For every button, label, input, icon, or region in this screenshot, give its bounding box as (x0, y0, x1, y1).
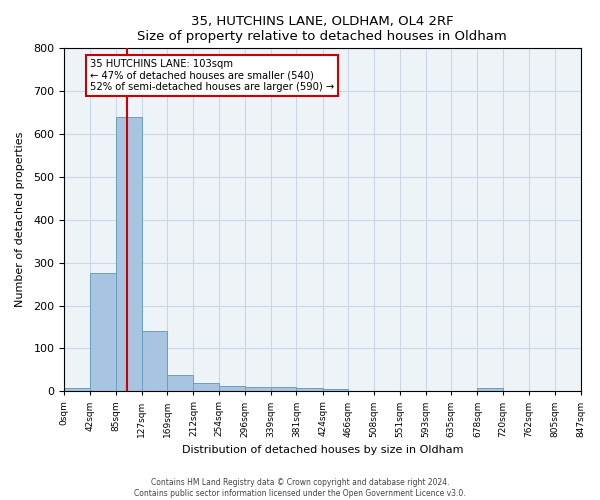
Bar (167, 376, 193, 392)
Bar (142, 332, 167, 392)
Y-axis label: Number of detached properties: Number of detached properties (15, 132, 25, 308)
Text: Contains HM Land Registry data © Crown copyright and database right 2024.
Contai: Contains HM Land Registry data © Crown c… (134, 478, 466, 498)
Bar (116, 117, 142, 392)
Bar (478, 388, 503, 392)
Bar (271, 387, 296, 392)
X-axis label: Distribution of detached houses by size in Oldham: Distribution of detached houses by size … (182, 445, 463, 455)
Bar (323, 389, 348, 392)
Bar (219, 386, 245, 392)
Title: 35, HUTCHINS LANE, OLDHAM, OL4 2RF
Size of property relative to detached houses : 35, HUTCHINS LANE, OLDHAM, OL4 2RF Size … (137, 15, 507, 43)
Bar (90, 274, 116, 392)
Bar (64, 388, 90, 392)
Bar (245, 387, 271, 392)
Bar (193, 382, 219, 392)
Text: 35 HUTCHINS LANE: 103sqm
← 47% of detached houses are smaller (540)
52% of semi-: 35 HUTCHINS LANE: 103sqm ← 47% of detach… (90, 59, 334, 92)
Bar (296, 388, 323, 392)
